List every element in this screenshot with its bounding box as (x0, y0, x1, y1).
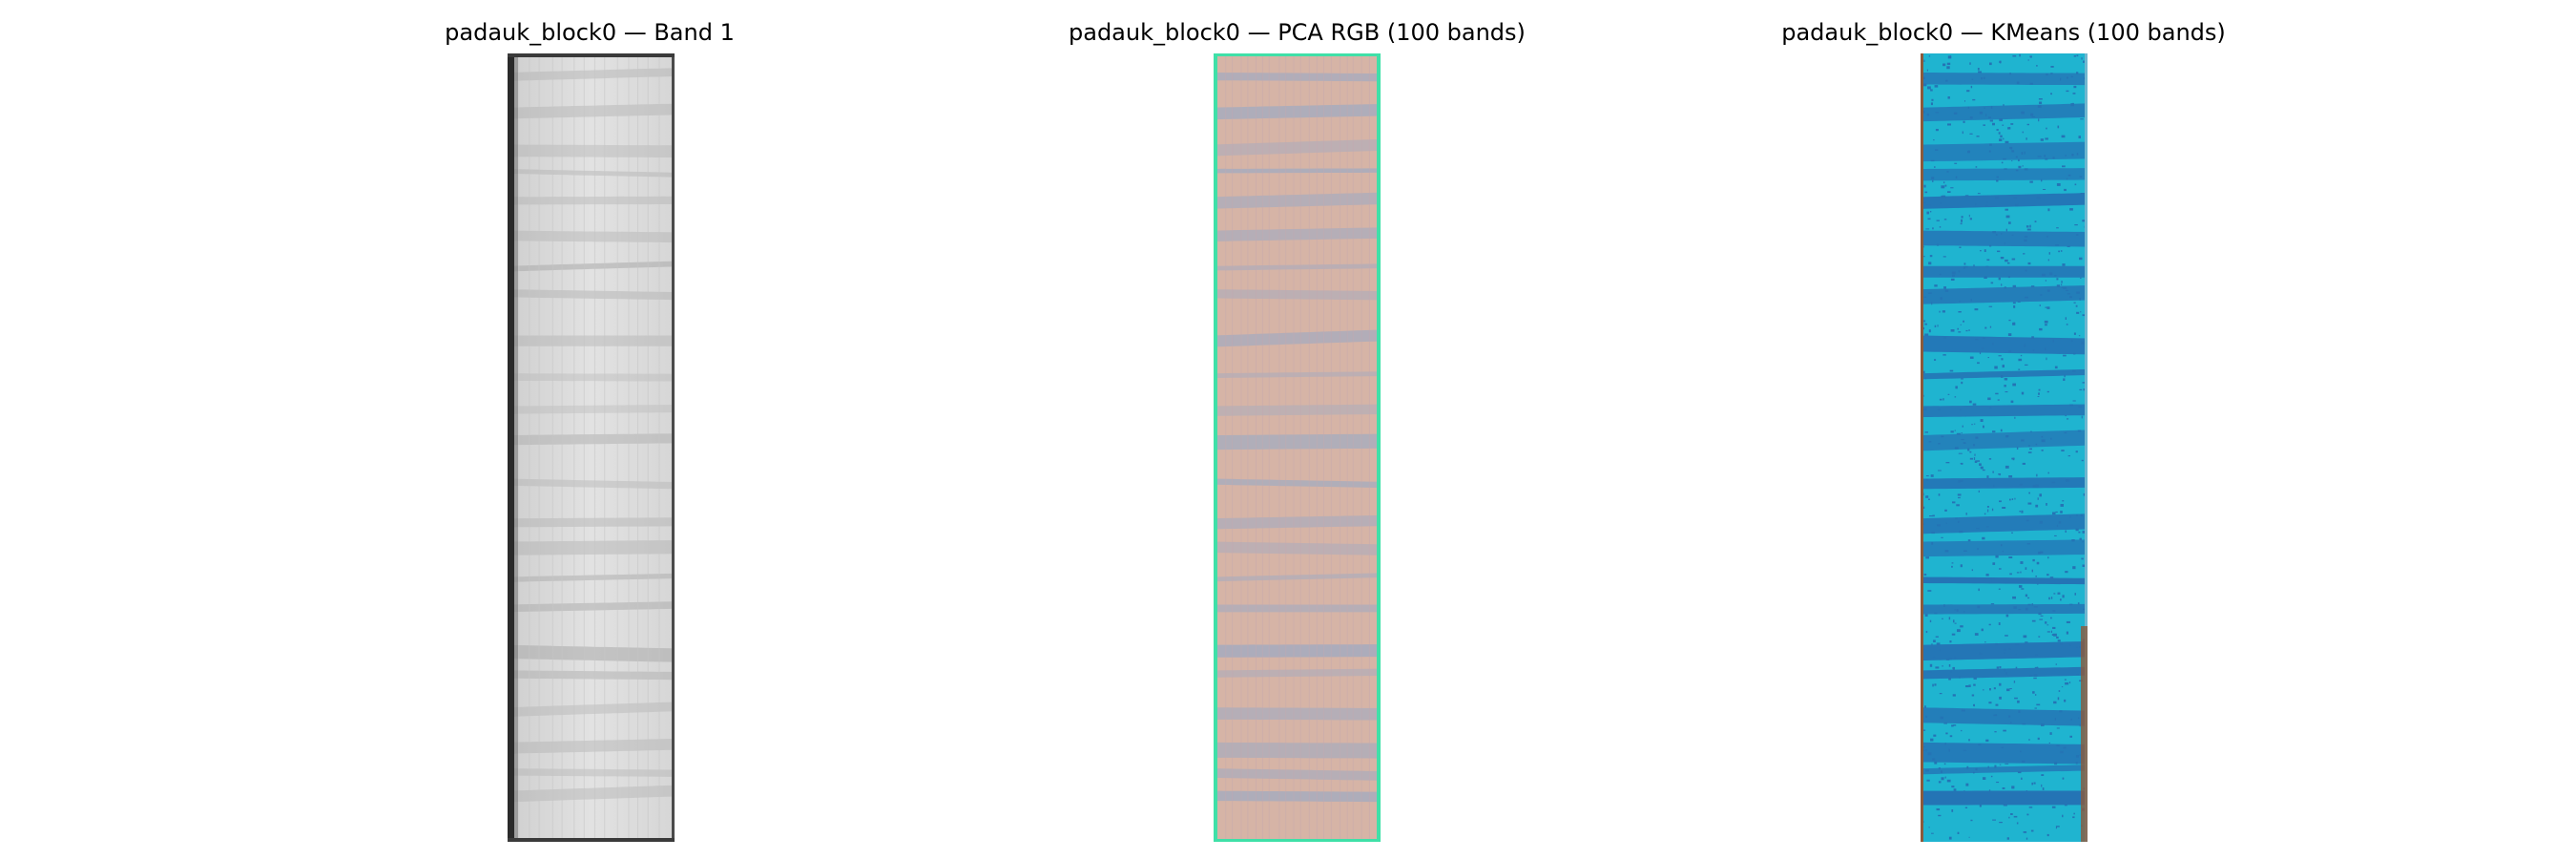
band1-grayscale-image (508, 53, 675, 842)
kmeans-panel: padauk_block0 — KMeans (100 bands) (1776, 0, 2231, 859)
pca-rgb-title: padauk_block0 — PCA RGB (100 bands) (1069, 19, 1526, 46)
kmeans-title: padauk_block0 — KMeans (100 bands) (1781, 19, 2226, 46)
kmeans-cluster-image (1921, 53, 2088, 842)
band1-panel: padauk_block0 — Band 1 (363, 0, 817, 859)
pca-rgb-panel: padauk_block0 — PCA RGB (100 bands) (1069, 0, 1526, 859)
pca-rgb-image (1214, 53, 1381, 842)
band1-title: padauk_block0 — Band 1 (445, 19, 735, 46)
